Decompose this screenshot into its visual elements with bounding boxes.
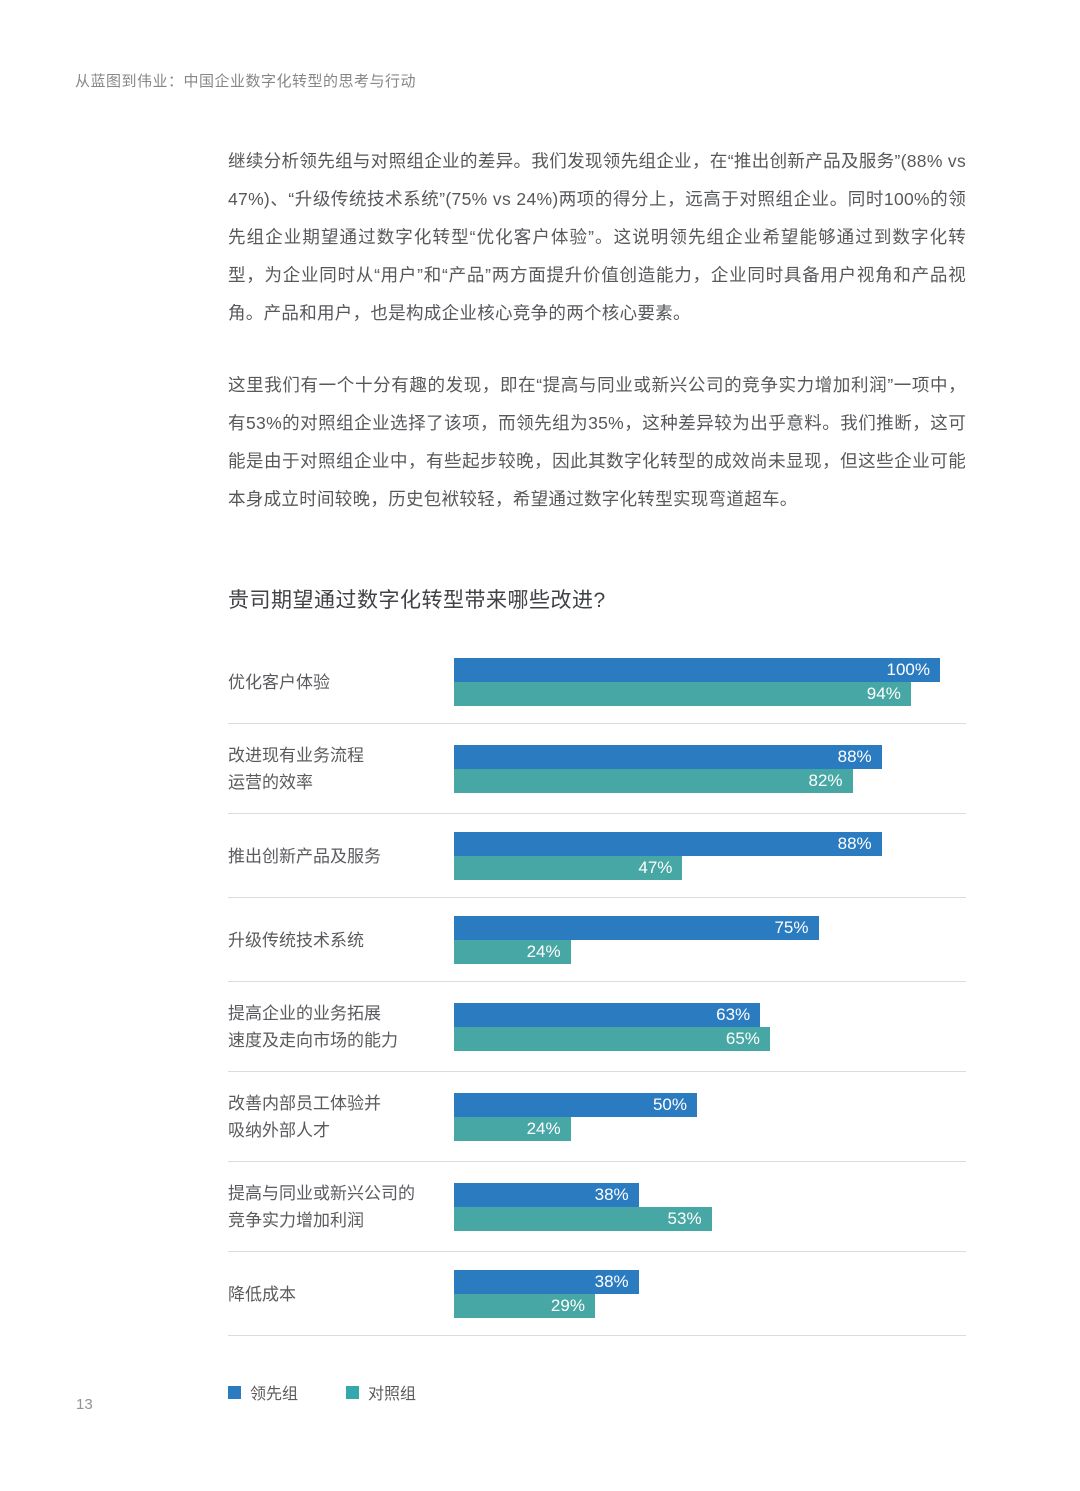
legend-label-leader: 领先组 — [250, 1386, 299, 1403]
control-bar: 65% — [454, 1027, 770, 1051]
control-swatch — [346, 1385, 360, 1399]
leader-value-label: 100% — [886, 660, 930, 679]
chart-row: 优化客户体验 100% 94% — [228, 640, 966, 724]
chart-row: 降低成本 38% 29% — [228, 1252, 966, 1336]
category-label: 优化客户体验 — [228, 672, 330, 692]
bar-chart: 优化客户体验 100% 94% 改进现有业务流程 运营的效率 88% 82% 推… — [228, 640, 966, 1404]
chart-row: 提高与同业或新兴公司的 竞争实力增加利润 38% 53% — [228, 1162, 966, 1252]
bar-pair: 63% 65% — [454, 1003, 940, 1051]
category-label: 降低成本 — [228, 1284, 296, 1304]
bar-pair: 38% 29% — [454, 1270, 940, 1318]
legend-item-control: 对照组 — [346, 1380, 416, 1404]
bar-pair: 100% 94% — [454, 658, 940, 706]
leader-swatch — [228, 1385, 241, 1399]
chart-row: 提高企业的业务拓展 速度及走向市场的能力 63% 65% — [228, 982, 966, 1072]
leader-value-label: 38% — [594, 1272, 629, 1291]
bar-pair: 50% 24% — [454, 1093, 940, 1141]
leader-value-label: 75% — [774, 918, 809, 937]
control-bar: 24% — [454, 1117, 571, 1141]
control-value-label: 94% — [866, 684, 901, 703]
control-bar: 47% — [454, 856, 683, 880]
legend-label-control: 对照组 — [368, 1386, 417, 1403]
control-bar: 53% — [454, 1207, 712, 1231]
chart-row: 推出创新产品及服务 88% 47% — [228, 814, 966, 898]
category-label: 提高企业的业务拓展 速度及走向市场的能力 — [228, 1004, 398, 1050]
chart-legend: 领先组 对照组 — [228, 1380, 966, 1404]
control-value-label: 82% — [808, 771, 843, 790]
paragraph-2: 这里我们有一个十分有趣的发现，即在“提高与同业或新兴公司的竞争实力增加利润”一项… — [228, 375, 966, 509]
leader-value-label: 88% — [837, 747, 872, 766]
control-value-label: 65% — [725, 1029, 760, 1048]
leader-bar: 88% — [454, 745, 882, 769]
bar-pair: 75% 24% — [454, 916, 940, 964]
control-bar: 82% — [454, 769, 853, 793]
leader-bar: 75% — [454, 916, 819, 940]
page-number: 13 — [76, 1396, 93, 1413]
category-label: 推出创新产品及服务 — [228, 846, 381, 866]
chart-row: 升级传统技术系统 75% 24% — [228, 898, 966, 982]
chart-rows: 优化客户体验 100% 94% 改进现有业务流程 运营的效率 88% 82% 推… — [228, 640, 966, 1336]
leader-bar: 88% — [454, 832, 882, 856]
category-label: 改善内部员工体验并 吸纳外部人才 — [228, 1094, 381, 1140]
category-label: 升级传统技术系统 — [228, 930, 364, 950]
leader-value-label: 88% — [837, 834, 872, 853]
bar-pair: 38% 53% — [454, 1183, 940, 1231]
control-value-label: 47% — [638, 858, 673, 877]
leader-bar: 100% — [454, 658, 940, 682]
leader-bar: 63% — [454, 1003, 761, 1027]
control-value-label: 24% — [526, 1119, 561, 1138]
leader-bar: 38% — [454, 1270, 639, 1294]
leader-value-label: 50% — [652, 1095, 687, 1114]
control-bar: 24% — [454, 940, 571, 964]
bar-pair: 88% 82% — [454, 745, 940, 793]
leader-value-label: 38% — [594, 1185, 629, 1204]
control-bar: 29% — [454, 1294, 595, 1318]
chart-row: 改进现有业务流程 运营的效率 88% 82% — [228, 724, 966, 814]
control-value-label: 24% — [526, 942, 561, 961]
leader-bar: 38% — [454, 1183, 639, 1207]
category-label: 改进现有业务流程 运营的效率 — [228, 746, 364, 792]
page-content: 继续分析领先组与对照组企业的差异。我们发现领先组企业，在“推出创新产品及服务”(… — [228, 0, 966, 1404]
control-value-label: 53% — [667, 1209, 702, 1228]
legend-item-leader: 领先组 — [228, 1380, 298, 1404]
control-bar: 94% — [454, 682, 911, 706]
control-value-label: 29% — [550, 1296, 585, 1315]
bar-pair: 88% 47% — [454, 832, 940, 880]
paragraph-1: 继续分析领先组与对照组企业的差异。我们发现领先组企业，在“推出创新产品及服务”(… — [228, 151, 966, 323]
leader-bar: 50% — [454, 1093, 697, 1117]
category-label: 提高与同业或新兴公司的 竞争实力增加利润 — [228, 1184, 415, 1230]
report-header-title: 从蓝图到伟业：中国企业数字化转型的思考与行动 — [75, 73, 417, 90]
chart-row: 改善内部员工体验并 吸纳外部人才 50% 24% — [228, 1072, 966, 1162]
chart-title: 贵司期望通过数字化转型带来哪些改进? — [228, 589, 606, 612]
leader-value-label: 63% — [716, 1005, 751, 1024]
